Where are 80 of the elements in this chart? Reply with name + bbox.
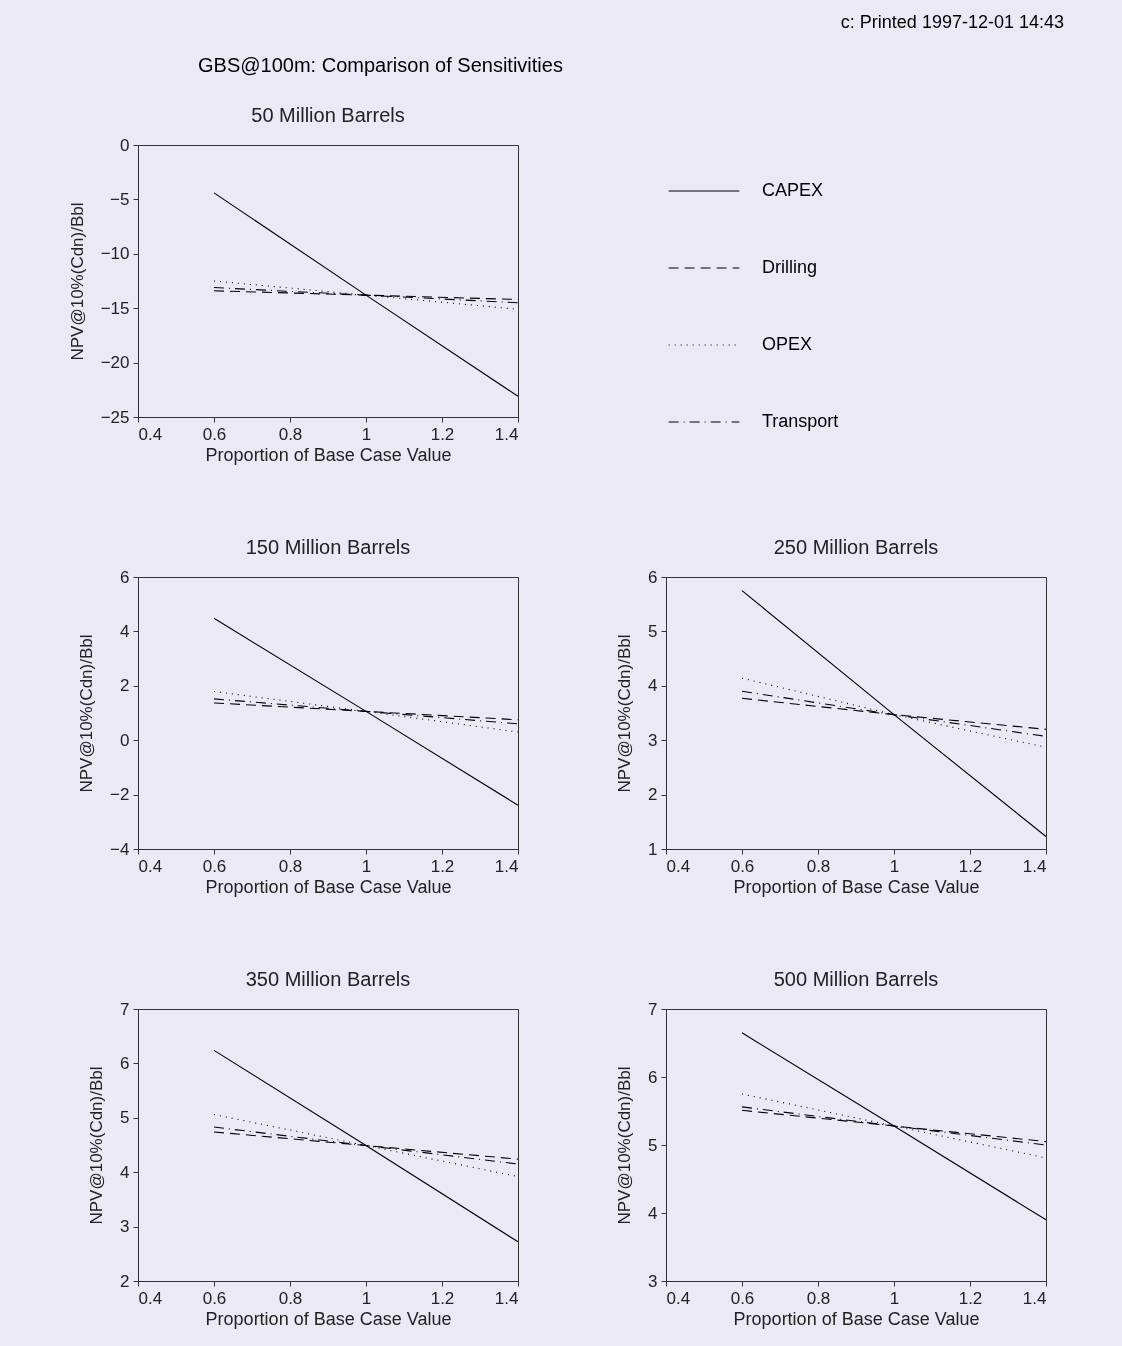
y-axis-title: NPV@10%(Cdn)/Bbl (77, 634, 97, 793)
y-axis-title: NPV@10%(Cdn)/Bbl (67, 202, 87, 361)
y-tick-label: 6 (120, 567, 130, 587)
x-tick-label: 0.8 (278, 424, 303, 444)
x-axis-title: Proportion of Base Case Value (205, 876, 452, 897)
x-tick-label: 0.8 (806, 856, 831, 876)
x-tick-label: 0.6 (202, 1288, 227, 1308)
y-tick-label: −10 (100, 244, 130, 264)
y-tick-label: 4 (120, 1162, 130, 1182)
y-tick-label: 3 (120, 1217, 130, 1237)
text: c: Printed 1997-12-01 14:43 (840, 12, 1064, 33)
x-tick-label: 0.6 (202, 856, 227, 876)
y-tick-label: −15 (100, 298, 130, 318)
chart-title: 500 Million Barrels (773, 968, 939, 990)
x-tick-label: 1 (361, 1288, 372, 1308)
y-axis-title: NPV@10%(Cdn)/Bbl (615, 634, 635, 793)
y-tick-label: 1 (648, 839, 658, 859)
x-tick-label: 1.2 (430, 1288, 455, 1308)
y-tick-label: 5 (120, 1108, 130, 1128)
x-tick-label: 0.6 (730, 1288, 755, 1308)
x-tick-label: 1.2 (958, 1288, 983, 1308)
y-tick-label: 6 (120, 1053, 130, 1073)
chart-title: 50 Million Barrels (251, 104, 405, 126)
y-tick-label: 4 (648, 676, 658, 696)
y-tick-label: 0 (120, 135, 130, 155)
y-tick-label: 3 (648, 730, 658, 750)
x-tick-label: 1 (361, 856, 372, 876)
y-tick-label: 5 (648, 1135, 658, 1155)
legend-label: Transport (762, 411, 839, 431)
x-tick-label: 0.6 (730, 856, 755, 876)
x-tick-label: 0.8 (806, 1288, 831, 1308)
legend-label: CAPEX (762, 180, 824, 200)
chart-title: 350 Million Barrels (245, 968, 411, 990)
x-tick-label: 1 (889, 856, 900, 876)
chart-title: 150 Million Barrels (245, 536, 411, 558)
y-tick-label: −2 (110, 785, 130, 805)
x-tick-label: 1.4 (1022, 1288, 1047, 1308)
y-tick-label: 6 (648, 1067, 658, 1087)
x-axis-title: Proportion of Base Case Value (733, 1308, 980, 1329)
chart-title: 250 Million Barrels (773, 536, 939, 558)
y-tick-label: 4 (120, 621, 130, 641)
y-tick-label: 2 (120, 1271, 130, 1291)
y-tick-label: 6 (648, 567, 658, 587)
x-tick-label: 1.2 (430, 856, 455, 876)
x-tick-label: 0.4 (138, 424, 163, 444)
x-tick-label: 0.4 (138, 1288, 163, 1308)
y-tick-label: −20 (100, 353, 130, 373)
x-tick-label: 0.4 (666, 1288, 691, 1308)
y-tick-label: 2 (648, 785, 658, 805)
y-tick-label: −5 (110, 189, 130, 209)
x-tick-label: 1.2 (430, 424, 455, 444)
y-tick-label: −25 (100, 407, 130, 427)
x-tick-label: 1.4 (1022, 856, 1047, 876)
y-tick-label: −4 (110, 839, 130, 859)
x-tick-label: 0.8 (278, 1288, 303, 1308)
x-tick-label: 1.4 (494, 1288, 519, 1308)
y-tick-label: 7 (120, 999, 130, 1019)
x-axis-title: Proportion of Base Case Value (205, 1308, 452, 1329)
y-tick-label: 0 (120, 730, 130, 750)
y-tick-label: 2 (120, 676, 130, 696)
x-tick-label: 1.4 (494, 424, 519, 444)
x-tick-label: 0.4 (666, 856, 691, 876)
x-tick-label: 1.2 (958, 856, 983, 876)
y-tick-label: 4 (648, 1203, 658, 1223)
x-tick-label: 0.8 (278, 856, 303, 876)
x-tick-label: 1.4 (494, 856, 519, 876)
y-axis-title: NPV@10%(Cdn)/Bbl (615, 1066, 635, 1225)
legend-label: Drilling (762, 257, 818, 277)
x-tick-label: 0.6 (202, 424, 227, 444)
x-axis-title: Proportion of Base Case Value (733, 876, 980, 897)
text: GBS@100m: Comparison of Sensitivities (198, 54, 563, 77)
y-tick-label: 7 (648, 999, 658, 1019)
x-tick-label: 1 (361, 424, 372, 444)
y-tick-label: 3 (648, 1271, 658, 1291)
x-tick-label: 0.4 (138, 856, 163, 876)
y-tick-label: 5 (648, 621, 658, 641)
y-axis-title: NPV@10%(Cdn)/Bbl (87, 1066, 107, 1225)
legend-label: OPEX (762, 334, 813, 354)
x-axis-title: Proportion of Base Case Value (205, 444, 452, 465)
x-tick-label: 1 (889, 1288, 900, 1308)
